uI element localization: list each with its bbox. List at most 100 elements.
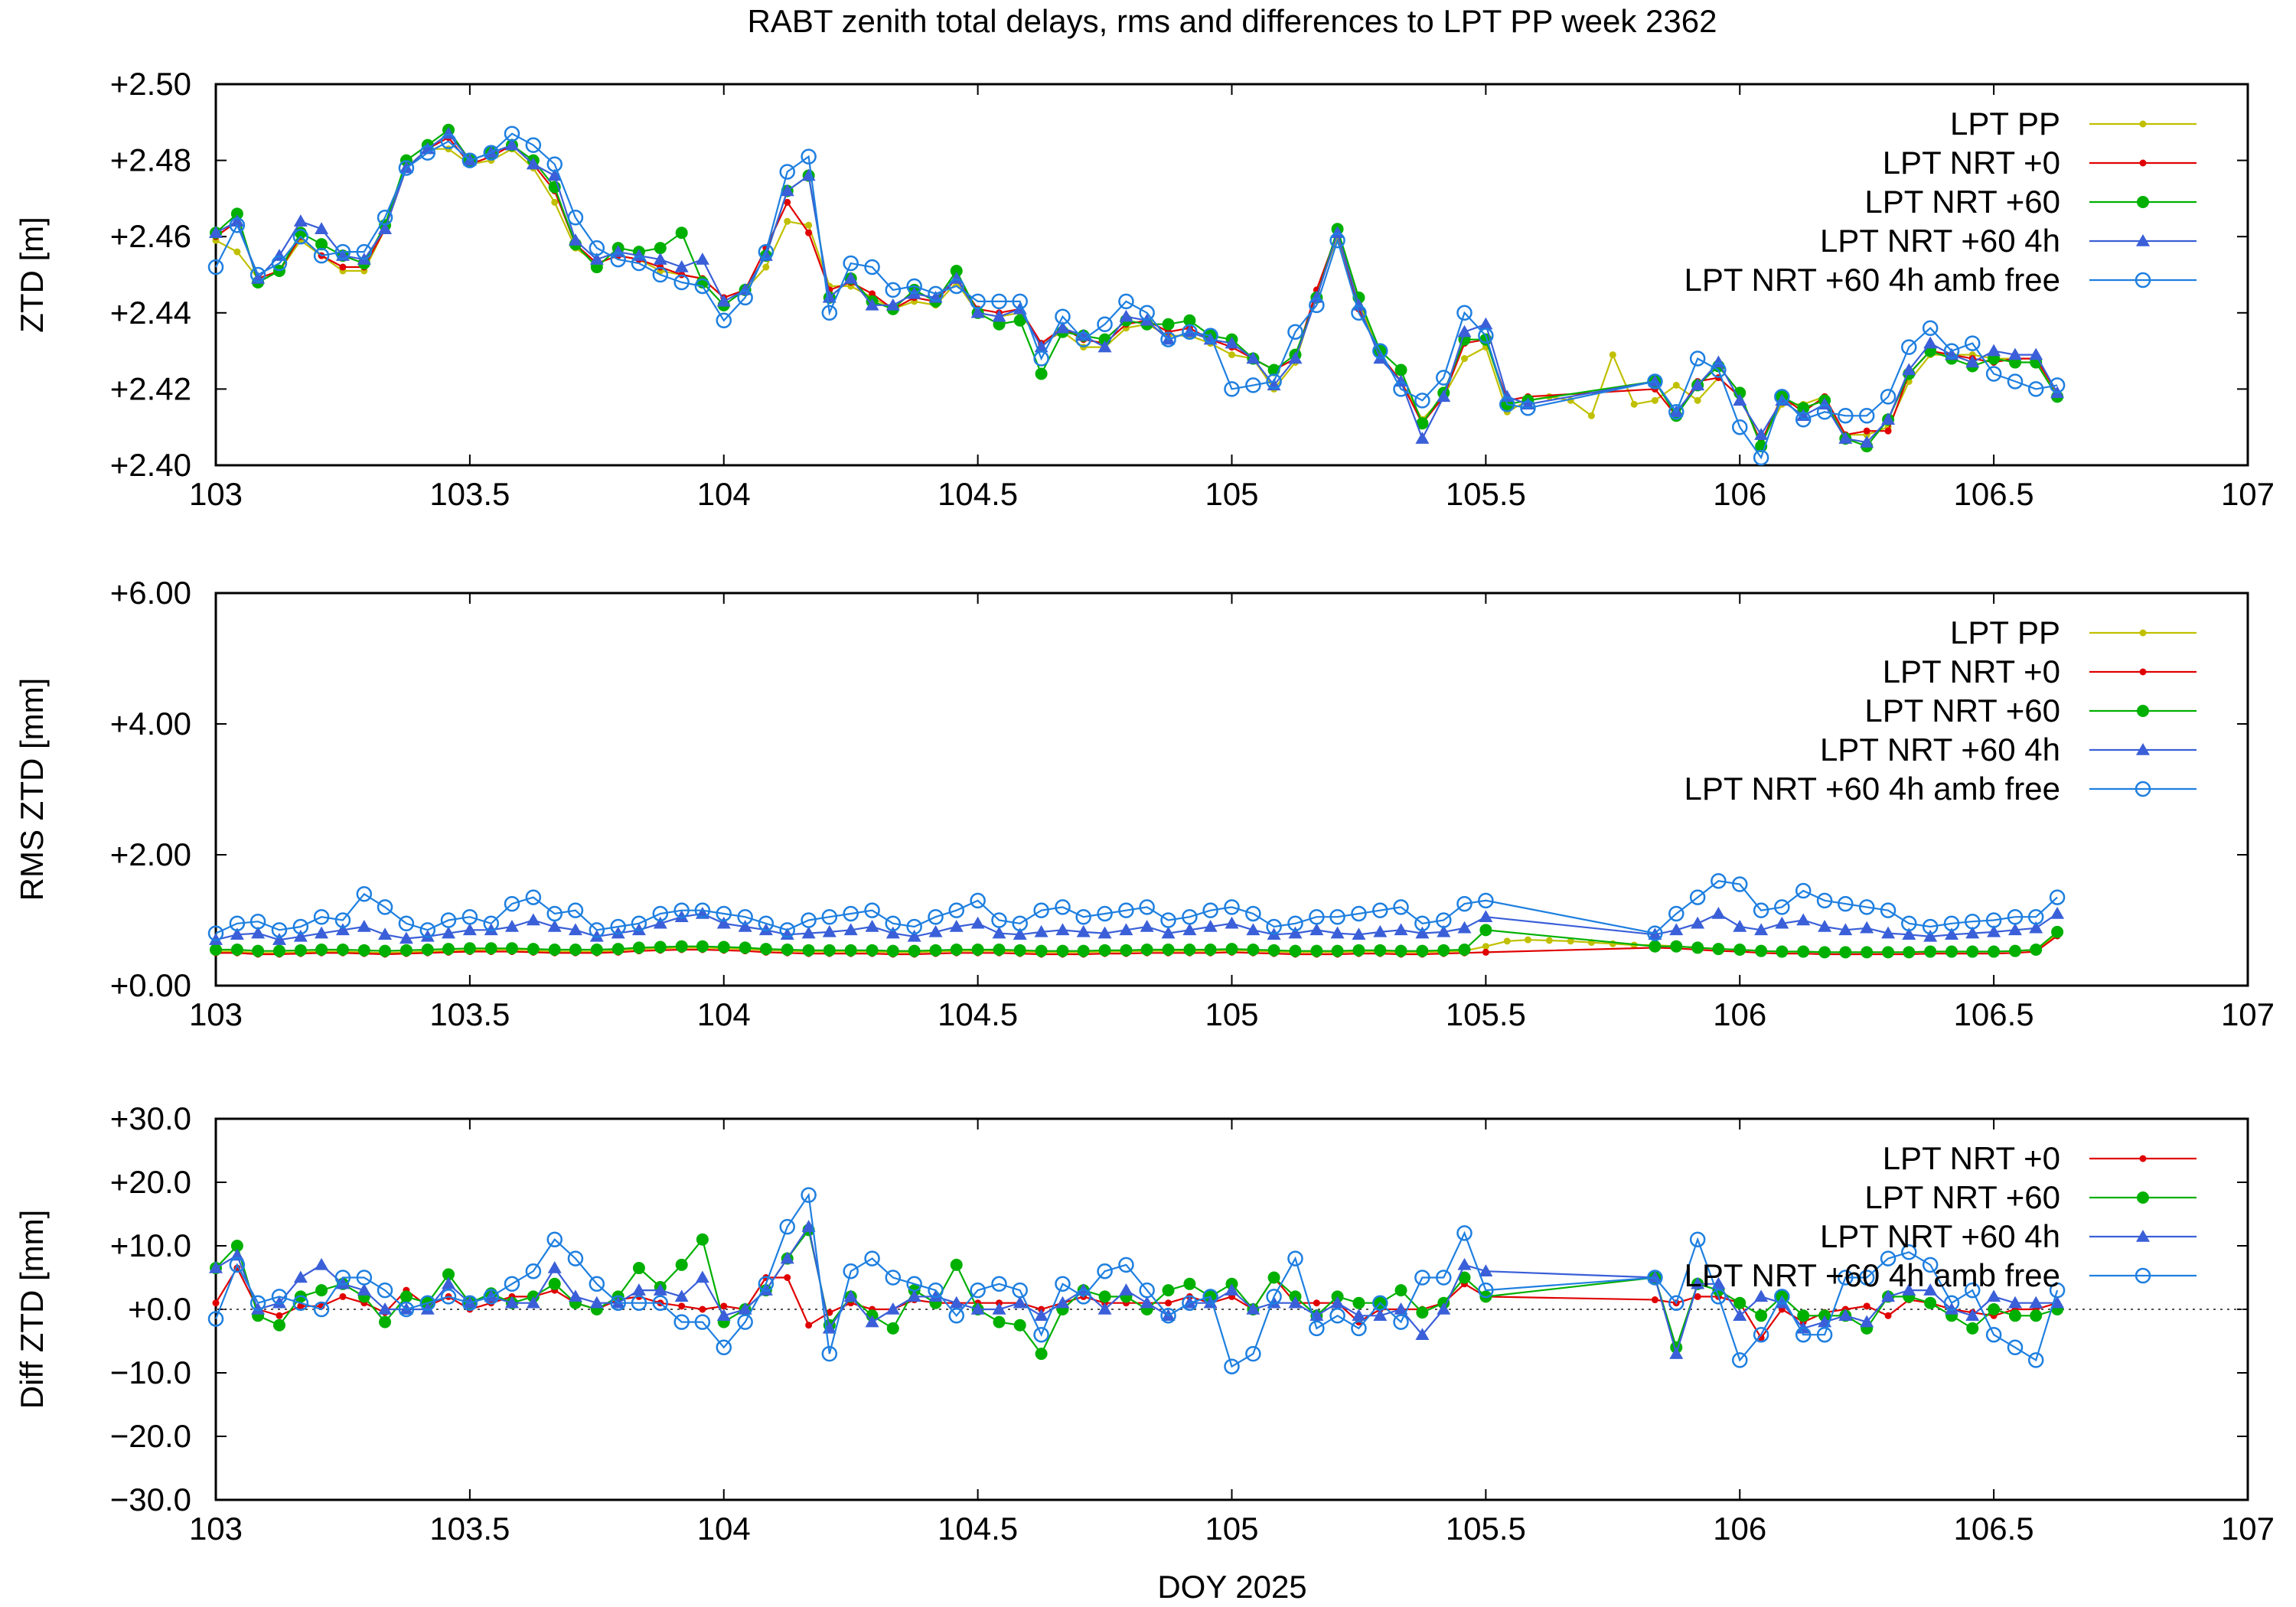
- data-point: [1966, 945, 1979, 958]
- data-point: [1965, 926, 1980, 939]
- data-point: [885, 1270, 902, 1286]
- x-tick-label: 103.5: [429, 476, 510, 512]
- data-point: [2049, 889, 2066, 905]
- data-point: [1689, 889, 1706, 905]
- data-point: [229, 217, 246, 233]
- data-point: [1394, 923, 1408, 936]
- data-point: [654, 242, 667, 255]
- data-point: [1183, 943, 1196, 956]
- data-point: [1858, 899, 1875, 915]
- legend-swatch-marker: [2137, 196, 2149, 208]
- data-point: [928, 908, 944, 925]
- data-point: [1119, 923, 1133, 936]
- x-tick-label: 103: [189, 996, 243, 1032]
- data-point: [1965, 355, 1980, 368]
- data-point: [695, 253, 709, 265]
- data-point: [230, 207, 243, 220]
- data-point: [419, 145, 436, 161]
- y-axis-label: Diff ZTD [mm]: [14, 1210, 50, 1410]
- data-point: [1863, 1302, 1870, 1310]
- data-point: [293, 1270, 308, 1283]
- legend-label: LPT NRT +60 4h: [1820, 1218, 2060, 1254]
- data-point: [1965, 1309, 1980, 1322]
- x-tick-label: 104.5: [938, 1511, 1018, 1547]
- data-point: [567, 210, 584, 226]
- data-point: [1245, 905, 1261, 922]
- data-point: [652, 905, 669, 922]
- data-point: [758, 915, 775, 932]
- data-point: [209, 226, 223, 238]
- data-point: [675, 1258, 688, 1271]
- data-point: [1224, 1358, 1240, 1374]
- data-point: [1901, 339, 1917, 355]
- data-point: [2050, 906, 2065, 919]
- data-point: [801, 926, 816, 939]
- data-point: [1160, 1308, 1176, 1324]
- data-point: [1013, 314, 1026, 327]
- data-point: [674, 260, 689, 272]
- data-point: [737, 1314, 753, 1330]
- data-point: [1732, 419, 1748, 435]
- data-point: [1457, 1257, 1472, 1270]
- data-point: [1838, 895, 1854, 912]
- data-point: [1394, 1302, 1408, 1315]
- y-axis-label: RMS ZTD [mm]: [14, 678, 50, 901]
- data-point: [992, 309, 1006, 322]
- data-point: [568, 1289, 582, 1302]
- data-point: [1838, 408, 1854, 424]
- data-point: [271, 255, 288, 272]
- data-point: [1711, 906, 1726, 919]
- data-point: [1924, 945, 1937, 958]
- data-point: [805, 221, 813, 229]
- data-point: [784, 1274, 791, 1281]
- data-point: [1712, 943, 1725, 956]
- data-point: [1902, 363, 1916, 376]
- data-point: [843, 271, 858, 284]
- data-point: [1393, 381, 1409, 397]
- data-point: [948, 278, 964, 295]
- data-point: [864, 1250, 880, 1266]
- data-point: [1649, 940, 1662, 953]
- data-point: [1964, 335, 1981, 351]
- data-point: [378, 1302, 393, 1315]
- data-point: [1966, 1322, 1979, 1335]
- data-point: [1012, 293, 1028, 310]
- legend-swatch-marker: [2136, 234, 2150, 246]
- data-point: [2027, 1352, 2044, 1368]
- data-point: [1691, 1276, 1705, 1289]
- data-point: [1331, 944, 1344, 957]
- data-point: [1609, 351, 1616, 359]
- data-point: [1139, 305, 1155, 321]
- data-point: [1162, 943, 1175, 956]
- data-point: [716, 312, 732, 329]
- data-point: [631, 915, 647, 932]
- data-point: [1310, 944, 1323, 957]
- data-point: [271, 922, 288, 938]
- data-point: [1797, 402, 1810, 415]
- y-tick-label: +2.40: [110, 447, 191, 483]
- data-point: [1202, 328, 1218, 344]
- data-point: [526, 157, 540, 170]
- data-point: [1755, 1309, 1768, 1322]
- data-point: [864, 902, 880, 918]
- data-point: [653, 253, 667, 265]
- data-point: [869, 290, 876, 298]
- data-point: [1165, 1299, 1172, 1307]
- data-point: [297, 1302, 305, 1310]
- legend-label: LPT NRT +0: [1883, 654, 2060, 689]
- data-point: [293, 214, 308, 227]
- data-point: [2049, 1282, 2066, 1299]
- data-point: [1478, 1282, 1494, 1299]
- data-point: [906, 278, 922, 295]
- data-point: [1118, 293, 1134, 310]
- x-tick-label: 103: [189, 1511, 243, 1547]
- data-point: [1437, 390, 1451, 403]
- data-point: [1753, 1326, 1769, 1343]
- data-point: [315, 926, 329, 939]
- data-point: [1055, 1276, 1071, 1292]
- series-lpt-nrt-60-4h: [209, 906, 2065, 945]
- data-point: [1733, 1296, 1746, 1309]
- data-point: [1795, 1326, 1812, 1343]
- data-point: [1647, 373, 1663, 390]
- data-point: [251, 1302, 266, 1315]
